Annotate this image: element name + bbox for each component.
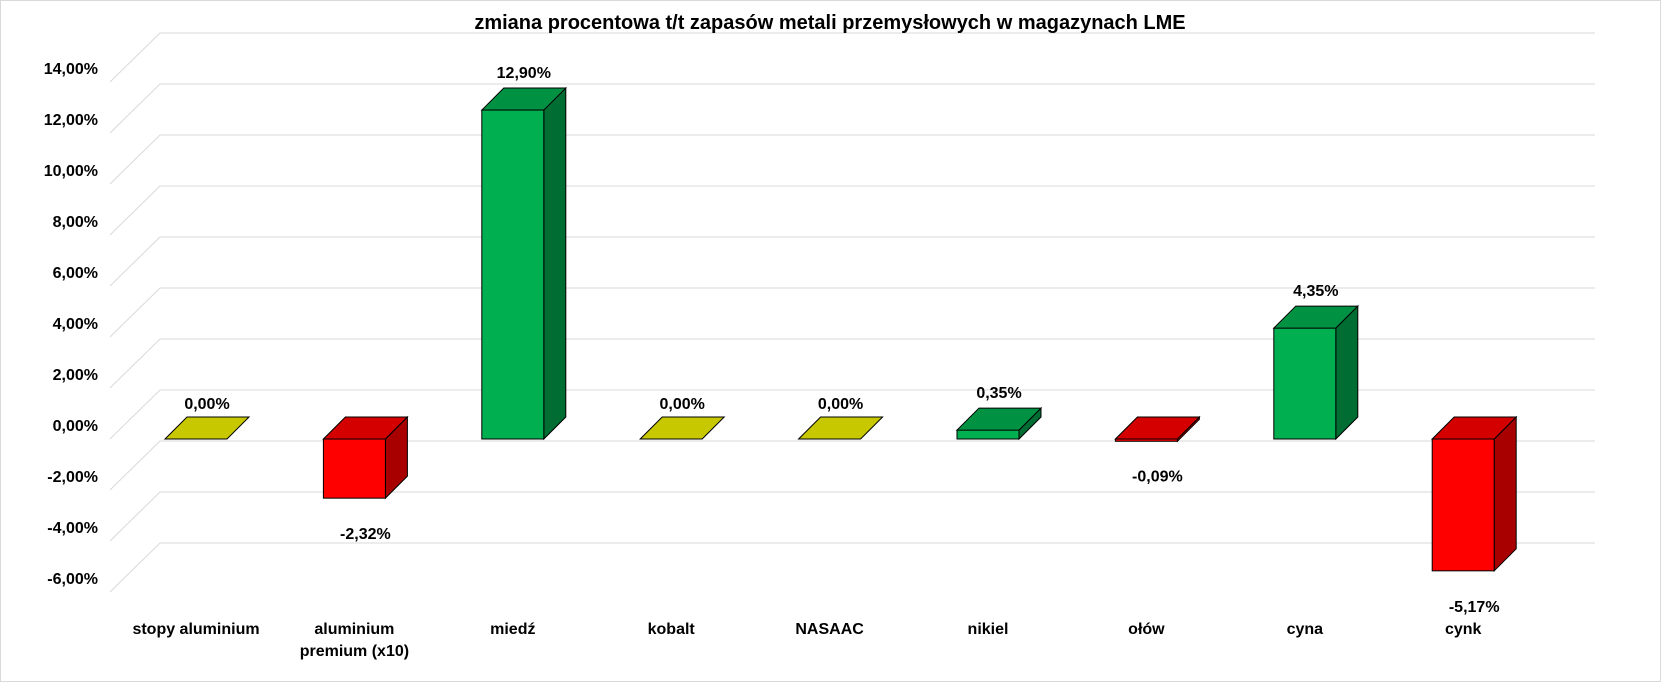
bar [322,438,386,499]
bars-layer [163,86,1518,573]
y-tick-label: -6,00% [47,571,98,588]
category-label-line: nikiel [968,621,1009,638]
gridline [109,236,1595,287]
bar-top-face [955,407,1043,431]
category-label-line: miedź [490,621,535,638]
category-label-line: kobalt [648,621,696,638]
y-tick-label: -4,00% [47,520,98,537]
y-tick-label: 14,00% [44,61,98,78]
data-label: -0,09% [1132,468,1183,485]
category-label-line: cynk [1445,621,1482,638]
gridline [109,185,1595,236]
data-label: -2,32% [340,526,391,543]
data-label: 0,00% [184,396,229,413]
y-tick-label: 2,00% [53,367,98,384]
data-label: 0,00% [818,396,863,413]
category-label: stopy aluminium [132,621,259,638]
category-label: miedź [490,621,535,638]
category-label-line: aluminium [314,621,394,638]
bar-top-face [480,87,568,111]
y-tick-label: -2,00% [47,469,98,486]
category-label: NASAAC [795,621,864,638]
labels-layer: -6,00% -4,00% -2,00% 0,00% 2,00% 4,00% 6,00% 8,… [44,61,1500,660]
data-label: 4,35% [1293,283,1338,300]
bar [956,429,1020,440]
bar [1431,438,1495,572]
gridline [109,134,1595,185]
bar-top-face [322,416,409,440]
category-label: nikiel [968,621,1009,638]
gridline [109,542,1595,593]
y-tick-label: 0,00% [53,418,98,435]
gridline [109,491,1595,542]
gridline [109,389,1595,440]
grid-layer [109,32,1595,593]
bar-top-face [163,416,251,440]
bar-top-face [638,416,726,440]
gridline [109,83,1595,134]
gridline [109,287,1595,338]
y-tick-label: 10,00% [44,163,98,180]
bar-top-face [1114,416,1201,440]
y-tick-label: 6,00% [53,265,98,282]
category-label: ołów [1128,621,1165,638]
y-tick-label: 4,00% [53,316,98,333]
category-label: cynk [1445,621,1482,638]
category-label: aluminium premium (x10) [300,621,409,660]
category-label: kobalt [648,621,696,638]
data-label: -5,17% [1449,599,1500,616]
bar-top-face [797,416,884,440]
category-label-line: stopy aluminium [132,621,259,638]
y-tick-label: 12,00% [44,112,98,129]
category-label-line: premium (x10) [300,643,409,660]
data-label: 12,90% [497,65,551,82]
gridline [109,32,1595,83]
bar [1273,327,1337,440]
gridline [109,338,1595,389]
category-label-line: ołów [1128,621,1165,638]
data-label: 0,00% [660,396,705,413]
y-tick-label: 8,00% [53,214,98,231]
chart-title: zmiana procentowa t/t zapasów metali prz… [474,12,1185,34]
category-label-line: NASAAC [795,621,864,638]
bar [481,109,545,440]
bar-top-face [1430,416,1518,440]
bar-side-face [543,86,567,441]
bar-side-face [1493,415,1517,573]
category-label-line: cyna [1287,621,1324,638]
data-label: 0,35% [976,385,1021,402]
category-label: cyna [1287,621,1324,638]
bar-top-face [1272,305,1360,329]
bar-side-face [1335,304,1359,441]
